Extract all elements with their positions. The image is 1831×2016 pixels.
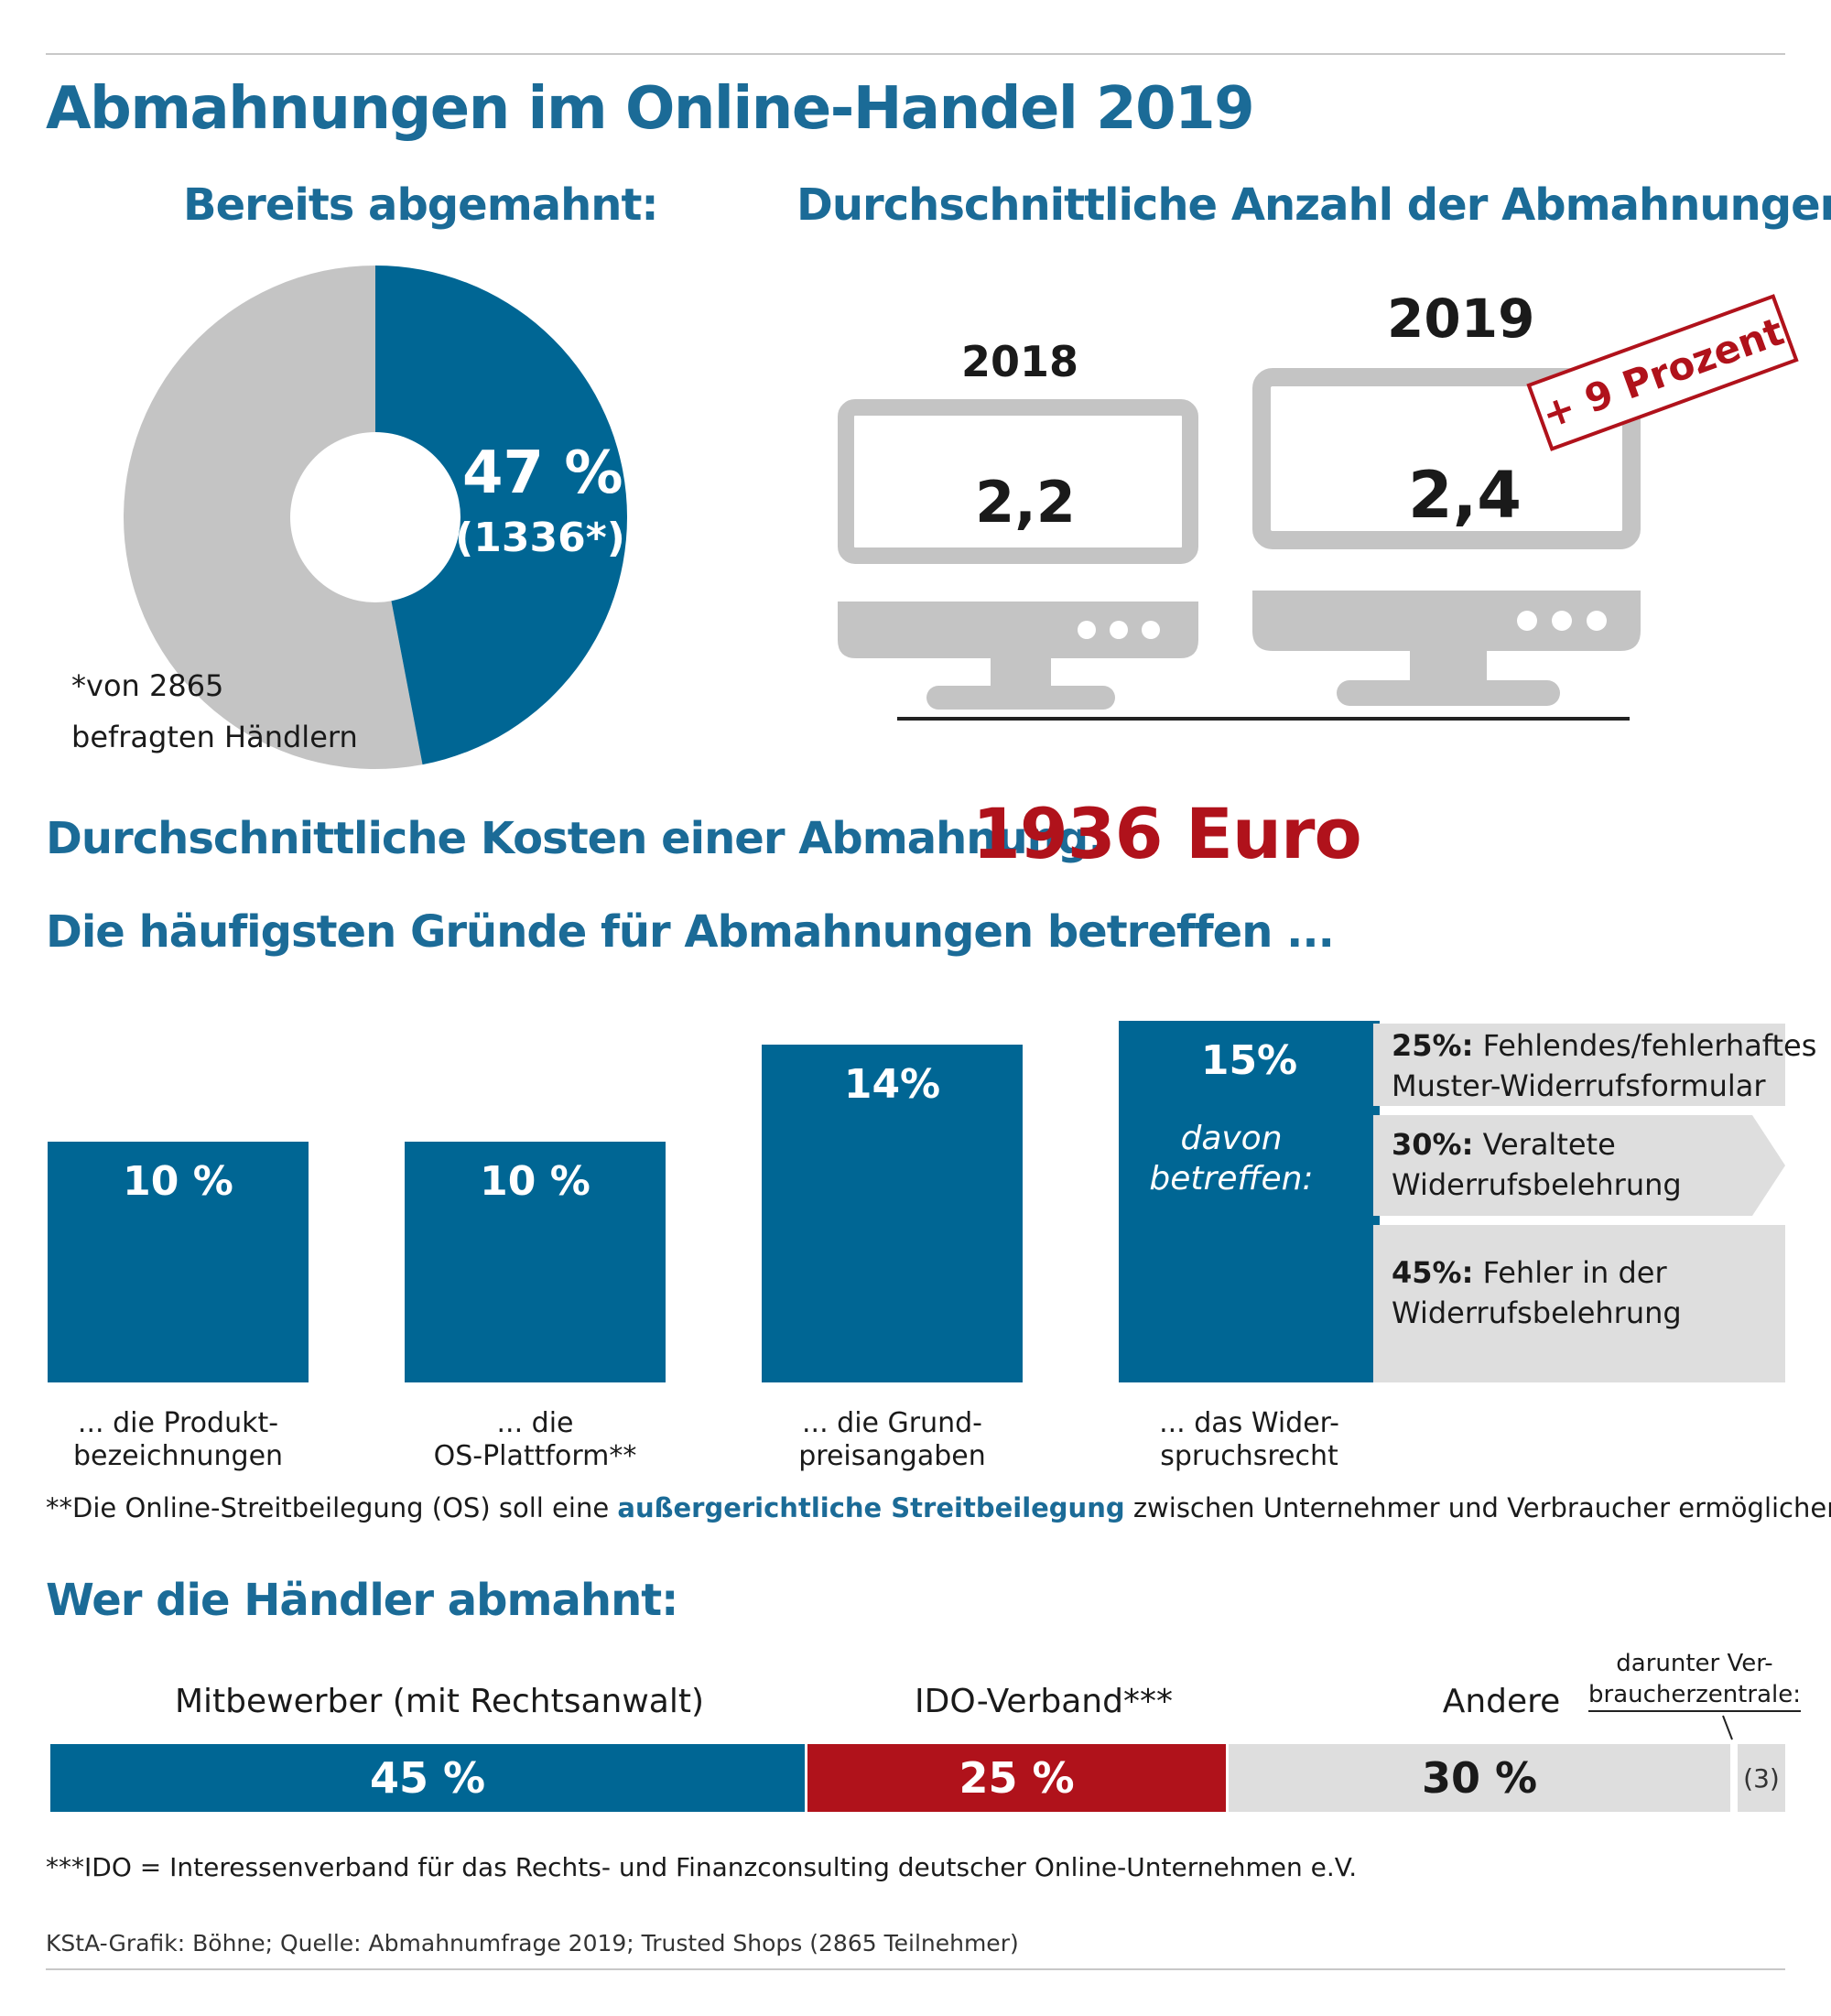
callout-pointer-icon xyxy=(1722,1715,1733,1740)
reason-bar-value-4: 15% xyxy=(1200,1037,1298,1084)
split-text-1: 25%: Fehlendes/fehlerhaftes Muster-Wider… xyxy=(1392,1025,1816,1106)
split-box-1 xyxy=(1373,1024,1785,1106)
split-line1-2: Veraltete xyxy=(1482,1127,1616,1162)
seg3-label: Andere xyxy=(1442,1683,1561,1720)
seg2-bar: 25 % xyxy=(807,1744,1226,1812)
costs-label: Durchschnittliche Kosten einer Abmahnung… xyxy=(46,813,1105,864)
seg2-value: 25 % xyxy=(959,1753,1075,1803)
reason-bar-value-3: 14% xyxy=(843,1061,941,1108)
split-text-3: 45%: Fehler in der Widerrufsbelehrung xyxy=(1392,1252,1682,1333)
donut-chart xyxy=(123,266,627,769)
already-heading: Bereits abgemahnt: xyxy=(183,179,659,231)
split-line2-3: Widerrufsbelehrung xyxy=(1392,1295,1682,1330)
reasons-footnote-suffix: zwischen Unternehmer und Verbraucher erm… xyxy=(1124,1492,1831,1523)
monitor-2019-icon xyxy=(1252,368,1641,706)
donut-slice-abgemahnt xyxy=(375,266,627,765)
who-heading: Wer die Händler abmahnt: xyxy=(46,1575,678,1626)
reason-category-4: ... das Wider-spruchsrecht xyxy=(1159,1407,1339,1472)
bottom-divider xyxy=(46,1968,1785,1970)
seg3-value: 30 % xyxy=(1421,1753,1538,1803)
top-divider xyxy=(46,53,1785,55)
reason-bar-value-1: 10 % xyxy=(123,1158,233,1205)
split-pct-3: 45%: xyxy=(1392,1255,1474,1290)
reason-bar-value-2: 10 % xyxy=(480,1158,590,1205)
monitor-2018-icon xyxy=(838,399,1198,710)
reason-bar-3: 14% xyxy=(762,1045,1023,1382)
value-2019: 2,4 xyxy=(1407,458,1522,533)
split-box-2 xyxy=(1373,1115,1785,1216)
sub-label-line1: darunter Ver- xyxy=(1616,1650,1773,1677)
reasons-footnote-prefix: **Die Online-Streitbeilegung (OS) soll e… xyxy=(46,1492,618,1523)
donut-footnote-1: *von 2865 xyxy=(71,668,224,703)
count-heading: Durchschnittliche Anzahl der Abmahnungen… xyxy=(796,179,1831,231)
split-box-3 xyxy=(1373,1225,1785,1382)
split-line2-1: Muster-Widerrufsformular xyxy=(1392,1068,1766,1103)
page-title: Abmahnungen im Online-Handel 2019 xyxy=(46,75,1255,143)
davon-line1: davon xyxy=(1180,1120,1283,1157)
reason-bar-2: 10 % xyxy=(405,1142,666,1382)
split-line1-1: Fehlendes/fehlerhaftes xyxy=(1482,1028,1817,1063)
seg1-label: Mitbewerber (mit Rechtsanwalt) xyxy=(174,1683,705,1720)
donut-percent-label: 47 % xyxy=(462,439,623,507)
sub-value-box: (3) xyxy=(1738,1744,1785,1812)
sub-label-line2: braucherzentrale: xyxy=(1588,1681,1801,1712)
reason-category-1: ... die Produkt-bezeichnungen xyxy=(72,1407,284,1472)
reasons-footnote-highlight: außergerichtliche Streitbeilegung xyxy=(617,1492,1125,1523)
davon-label: davon betreffen: xyxy=(1121,1119,1341,1199)
reason-category-3: ... die Grund-preisangaben xyxy=(798,1407,986,1472)
reason-bar-1: 10 % xyxy=(48,1142,309,1382)
sub-value: (3) xyxy=(1743,1762,1780,1794)
year-2018-label: 2018 xyxy=(961,337,1079,386)
ido-footnote: ***IDO = Interessenverband für das Recht… xyxy=(46,1852,1358,1882)
costs-value: 1936 Euro xyxy=(972,793,1362,874)
split-line1-3: Fehler in der xyxy=(1482,1255,1667,1290)
seg3-bar: 30 % xyxy=(1229,1744,1730,1812)
split-line2-2: Widerrufsbelehrung xyxy=(1392,1167,1682,1202)
increase-stamp: + 9 Prozent xyxy=(1526,294,1799,451)
sub-label: darunter Ver- braucherzentrale: xyxy=(1588,1648,1801,1712)
source-line: KStA-Grafik: Böhne; Quelle: Abmahnumfrag… xyxy=(46,1930,1019,1956)
donut-slice-rest xyxy=(123,266,423,769)
seg1-bar: 45 % xyxy=(50,1744,805,1812)
monitors-illustration xyxy=(838,368,1641,721)
seg2-label: IDO-Verband*** xyxy=(915,1683,1173,1720)
donut-footnote-2: befragten Händlern xyxy=(71,720,358,754)
split-pct-1: 25%: xyxy=(1392,1028,1474,1063)
reasons-footnote: **Die Online-Streitbeilegung (OS) soll e… xyxy=(46,1492,1831,1523)
davon-line2: betreffen: xyxy=(1149,1160,1314,1198)
split-text-2: 30%: Veraltete Widerrufsbelehrung xyxy=(1392,1124,1682,1205)
split-pct-2: 30%: xyxy=(1392,1127,1474,1162)
reason-bar-4: 15% xyxy=(1119,1021,1380,1382)
reason-category-2: ... die OS-Plattform** xyxy=(433,1407,637,1472)
donut-count-label: (1336*) xyxy=(455,515,625,561)
donut-hole xyxy=(290,432,460,602)
year-2019-label: 2019 xyxy=(1387,287,1535,350)
value-2018: 2,2 xyxy=(975,469,1076,536)
reasons-heading: Die häufigsten Gründe für Abmahnungen be… xyxy=(46,906,1335,958)
seg1-value: 45 % xyxy=(369,1753,486,1803)
